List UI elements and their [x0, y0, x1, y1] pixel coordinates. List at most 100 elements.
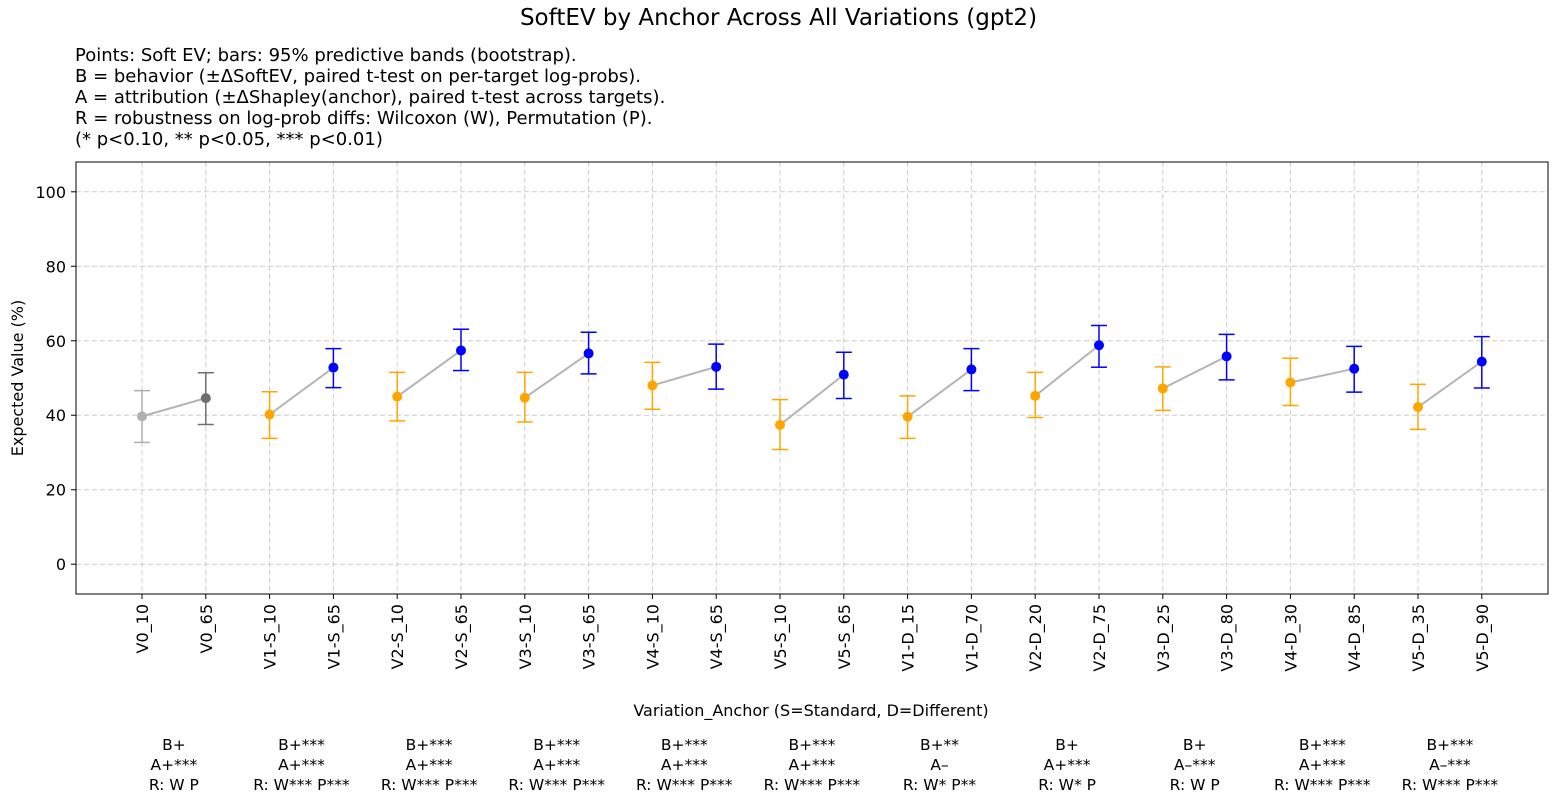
x-axis-ticks: V0_10 V0_65 V1-S_10 V1-S_65 V2-S_10 V2-S_65 V3…: [133, 594, 1493, 672]
x-tick-label: V4-S_10: [643, 604, 663, 669]
series-connector: [1290, 367, 1355, 384]
annotation-b-line: B+***: [405, 736, 453, 754]
data-point: [1221, 351, 1232, 362]
annotation-r-line: R: W P: [1169, 776, 1220, 794]
x-tick-label: V1-S_65: [324, 604, 344, 669]
series-connector: [907, 368, 972, 418]
annotation-block: B+*** A+*** R: W*** P***: [584, 735, 784, 795]
annotation-block: B+*** A+*** R: W*** P***: [457, 735, 657, 795]
x-tick-label: V3-D_25: [1154, 604, 1174, 672]
x-tick-label: V3-S_10: [516, 604, 536, 669]
error-bars: [134, 324, 1490, 451]
data-point: [1157, 383, 1168, 394]
subtitle-line: (* p<0.10, ** p<0.05, *** p<0.01): [75, 129, 383, 150]
subtitle-line: R = robustness on log-prob diffs: Wilcox…: [75, 108, 653, 129]
annotation-a-line: A+***: [150, 756, 198, 774]
annotation-a-line: A+***: [533, 756, 581, 774]
x-tick-label: V1-D_15: [899, 604, 919, 672]
grid: [76, 162, 1548, 594]
y-axis-label: Expected Value (%): [8, 300, 27, 456]
annotation-r-line: R: W P: [148, 776, 199, 794]
annotation-b-line: B+: [162, 736, 186, 754]
annotation-block: B+*** A+*** R: W*** P***: [202, 735, 402, 795]
data-point: [1094, 340, 1104, 351]
x-tick-label: V4-D_85: [1345, 604, 1365, 672]
annotation-a-line: A+***: [405, 756, 453, 774]
annotation-b-line: B+***: [1426, 736, 1474, 754]
data-point: [456, 345, 466, 356]
y-tick-label: 20: [46, 481, 66, 500]
plot-frame: [75, 161, 1549, 595]
data-point: [200, 393, 211, 404]
annotation-a-line: A–***: [1173, 756, 1216, 774]
x-tick-label: V2-S_65: [452, 604, 472, 669]
x-tick-label: V2-D_75: [1090, 604, 1110, 672]
y-tick-label: 100: [35, 183, 66, 202]
y-tick-label: 0: [56, 555, 66, 574]
annotation-b-line: B+**: [919, 736, 960, 754]
series-connector: [269, 366, 334, 416]
data-point: [1285, 377, 1296, 388]
annotation-a-line: A+***: [788, 756, 836, 774]
x-tick-label: V4-S_65: [707, 604, 727, 669]
annotation-b-line: B+: [1055, 736, 1079, 754]
x-tick-label: V5-S_10: [771, 604, 791, 669]
x-tick-label: V3-D_80: [1218, 604, 1238, 672]
annotation-a-line: A+***: [278, 756, 325, 774]
data-point: [1413, 402, 1423, 413]
data-point: [775, 419, 785, 430]
annotation-r-line: R: W*** P***: [253, 776, 350, 794]
x-tick-label: V5-D_35: [1409, 604, 1429, 672]
x-tick-label: V4-D_30: [1281, 604, 1301, 672]
data-point: [264, 409, 275, 420]
x-tick-label: V0_10: [133, 604, 153, 653]
annotation-a-line: A–: [930, 756, 949, 774]
annotation-r-line: R: W*** P***: [1274, 776, 1371, 794]
subtitle-line: A = attribution (±ΔShapley(anchor), pair…: [75, 87, 666, 108]
x-tick-label: V2-S_10: [388, 604, 408, 669]
chart-subtitle: Points: Soft EV; bars: 95% predictive ba…: [75, 45, 665, 150]
annotation-r-line: R: W* P**: [902, 776, 977, 794]
y-tick-label: 80: [46, 257, 66, 276]
x-axis-label: Variation_Anchor (S=Standard, D=Differen…: [633, 701, 988, 721]
data-point: [966, 364, 977, 375]
annotation-r-line: R: W*** P***: [1401, 776, 1499, 794]
data-point: [1349, 363, 1360, 374]
annotation-block: B+*** A+*** R: W*** P***: [1222, 735, 1422, 795]
annotation-r-line: R: W*** P***: [763, 776, 861, 794]
annotation-block: B+ A+*** R: W P: [74, 735, 274, 795]
annotation-b-line: B+***: [278, 736, 325, 754]
x-tick-label: V1-D_70: [962, 604, 982, 672]
data-point: [1476, 356, 1487, 367]
data-point: [583, 348, 594, 359]
x-tick-label: V0_65: [197, 604, 217, 653]
data-point: [392, 391, 403, 402]
series-connector: [141, 397, 207, 418]
annotation-r-line: R: W*** P***: [508, 776, 605, 794]
annotation-b-line: B+***: [660, 736, 708, 754]
data-point: [328, 362, 339, 373]
annotation-r-line: R: W*** P***: [636, 776, 733, 794]
annotation-r-line: R: W*** P***: [380, 776, 478, 794]
annotation-b-line: B+***: [788, 736, 836, 754]
chart-title: SoftEV by Anchor Across All Variations (…: [519, 5, 1038, 31]
annotation-a-line: A+***: [660, 756, 708, 774]
series-connectors: [141, 344, 1483, 426]
annotation-block: B+*** A+*** R: W*** P***: [712, 735, 912, 795]
series-connector: [779, 373, 845, 426]
annotation-b-line: B+: [1182, 736, 1207, 754]
data-point: [1030, 390, 1041, 401]
annotation-block: B+ A–*** R: W P: [1095, 735, 1295, 795]
annotation-a-line: A+***: [1043, 756, 1091, 774]
subtitle-line: Points: Soft EV; bars: 95% predictive ba…: [75, 45, 577, 66]
data-points: [137, 340, 1487, 430]
x-tick-label: V5-S_65: [835, 604, 855, 669]
data-point: [711, 361, 722, 372]
x-tick-label: V3-S_65: [580, 604, 600, 669]
series-connector: [1162, 355, 1228, 390]
y-axis-ticks: 0 20 40 60 80 100: [35, 183, 76, 574]
annotation-block: B+** A– R: W* P**: [840, 735, 1040, 795]
annotation-b-line: B+***: [533, 736, 581, 754]
x-tick-label: V2-D_20: [1026, 604, 1046, 672]
